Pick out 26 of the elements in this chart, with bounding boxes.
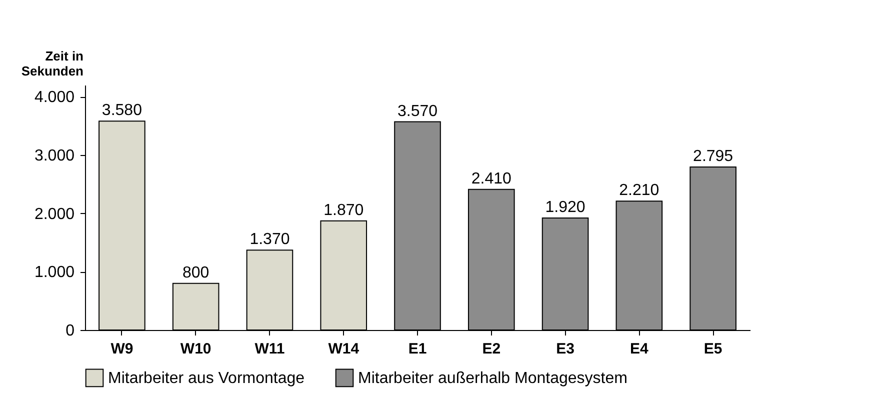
legend-label: Mitarbeiter aus Vormontage [108, 370, 305, 387]
x-tick-label: W10 [180, 340, 212, 358]
data-label: 2.210 [619, 182, 660, 200]
x-tick-label: E1 [408, 340, 427, 358]
y-tick-label: 0 [66, 322, 75, 340]
y-tick-label: 1.000 [34, 264, 75, 282]
x-tick-label: E3 [556, 340, 574, 358]
y-tick-label: 2.000 [34, 206, 75, 223]
x-tick-label: E2 [482, 340, 501, 358]
data-label: 3.570 [397, 102, 438, 120]
x-tick-label: W14 [328, 340, 360, 358]
legend-label: Mitarbeiter außerhalb Montagesystem [358, 370, 628, 387]
x-tick-label: W11 [254, 340, 285, 358]
x-tick-label: E4 [630, 340, 649, 358]
data-label: 2.410 [471, 170, 512, 188]
data-label: 3.580 [102, 102, 142, 120]
y-axis-title: Zeit in Sekunden [21, 48, 84, 78]
data-label: 1.870 [324, 202, 364, 219]
y-tick-label: 4.000 [34, 89, 75, 106]
data-label: 800 [182, 264, 210, 282]
data-label: 2.795 [693, 148, 734, 165]
data-label: 1.920 [545, 199, 586, 216]
x-tick-label: W9 [110, 340, 134, 358]
data-label: 1.370 [250, 231, 290, 248]
y-tick-label: 3.000 [34, 148, 75, 164]
x-tick-label: E5 [704, 340, 722, 358]
